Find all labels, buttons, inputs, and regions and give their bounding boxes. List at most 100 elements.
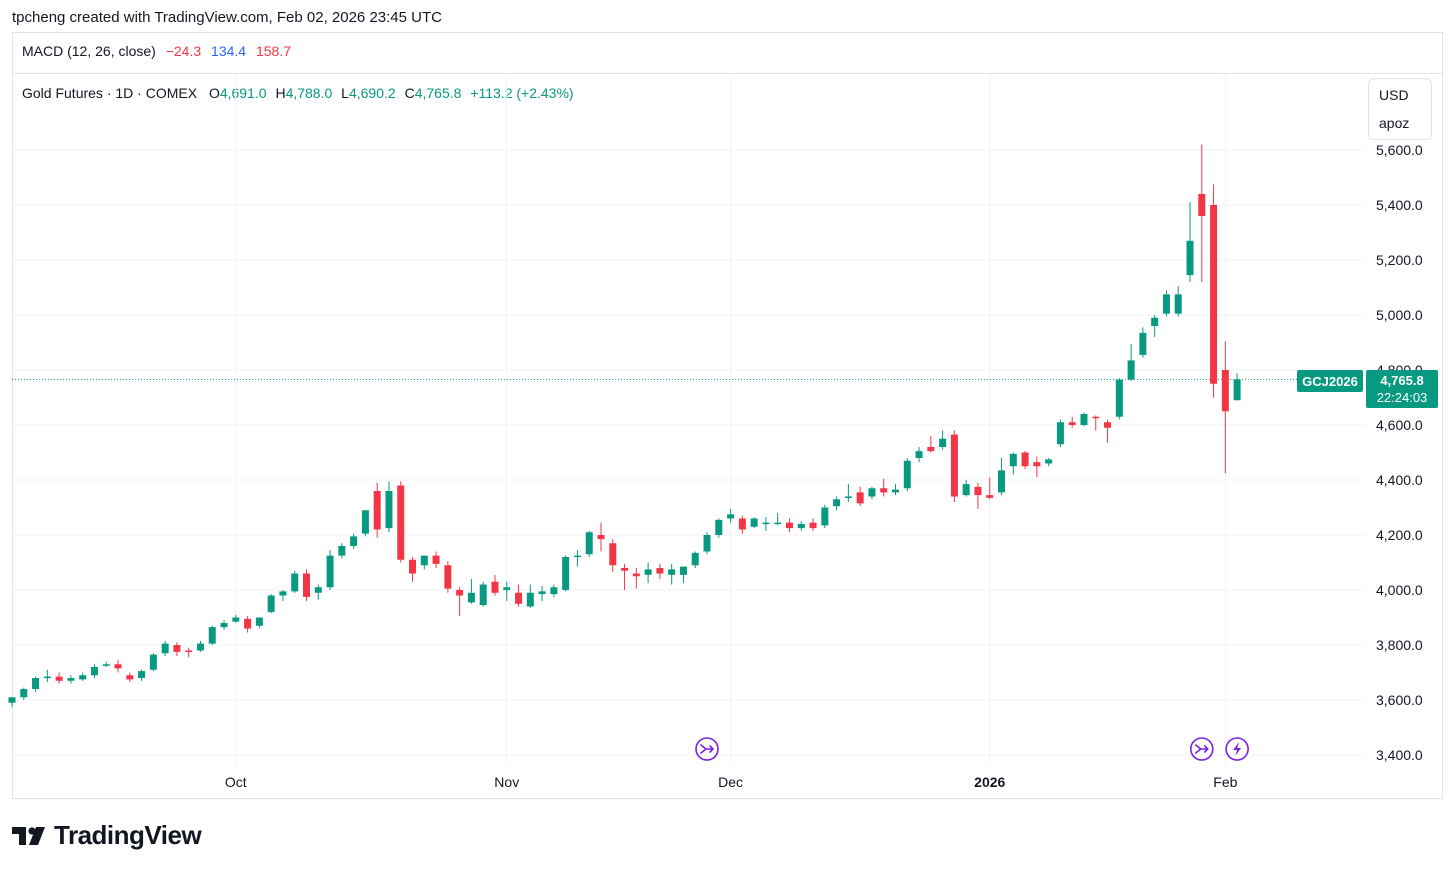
candle-body [538,591,546,595]
price-scale-settings[interactable]: USD apoz [1368,78,1432,140]
candle-body [715,519,723,535]
candle [303,569,310,601]
candle [609,539,617,573]
candle [679,566,687,584]
user-label: apoz [1379,115,1410,131]
split-arrow-icon[interactable] [695,737,719,761]
candle-body [1174,294,1182,314]
x-tick-label: Feb [1213,774,1237,790]
candle [397,481,405,563]
candle-body [1162,294,1170,314]
candle [833,496,841,511]
candle-body [515,592,523,604]
candle-body [456,590,464,596]
candle [939,430,947,450]
candle [244,616,252,633]
price-axis[interactable]: 3,400.0 3,600.0 3,800.0 4,000.0 4,200.0 4,400… [1376,142,1423,763]
candle-body [998,470,1006,493]
candle [79,672,87,681]
open-label: O [208,85,220,101]
price-tag-value: 4,765.8 [1380,373,1423,388]
candle [1080,412,1088,427]
candle [1174,286,1182,317]
countdown-value: 22:24:03 [1377,390,1428,405]
candle-body [173,645,181,652]
lightning-icon[interactable] [1225,737,1249,761]
candle [809,518,817,531]
candle-body [1045,459,1053,464]
y-tick-label: 5,000.0 [1376,307,1423,323]
x-tick-label: Oct [225,774,247,790]
candle [126,672,134,683]
candle [986,477,994,500]
split-arrow-icon[interactable] [1189,737,1214,761]
candle [55,672,63,684]
candle [797,521,805,531]
pane-separator[interactable] [12,73,1443,74]
change-value: +113.2 (+2.43%) [470,85,574,101]
candle [102,661,110,667]
symbol-legend[interactable]: Gold Futures · 1D · COMEX O4,691.0 H4,78… [22,85,574,101]
candle [868,486,876,500]
candle-body [420,555,428,566]
candle-body [727,514,735,519]
candle [20,687,28,700]
candle-body [609,543,617,566]
candle [762,517,770,531]
candle [621,563,629,590]
candle [138,669,146,681]
ticker-tag-bg [1297,370,1363,392]
candle-body [562,557,570,590]
candle-body [1233,379,1241,401]
candle [703,532,711,555]
candle [515,584,523,607]
candle [1104,419,1112,443]
tradingview-logo-icon [12,826,45,845]
candle [950,430,958,502]
y-tick-label: 5,200.0 [1376,252,1423,268]
candle [208,625,216,645]
candle [998,458,1006,496]
candle-body [844,496,852,498]
candle-body [785,522,793,529]
candle-body [1009,453,1017,467]
y-tick-label: 4,000.0 [1376,582,1423,598]
candle-body [32,678,40,689]
candle [1021,451,1029,469]
chart-caption: tpcheng created with TradingView.com, Fe… [12,9,442,26]
candle [1127,343,1135,381]
candle [8,697,16,707]
candle-body [679,566,687,575]
y-tick-label: 3,800.0 [1376,637,1423,653]
candle-body [974,486,982,496]
event-markers[interactable] [695,737,1249,761]
candle [326,550,334,590]
candle-body [632,573,640,577]
tradingview-brand: TradingView [54,820,202,850]
split-arrow-glyph [1194,744,1209,754]
candle [373,482,381,538]
candle-body [8,697,16,703]
candle [974,482,982,509]
candle-body [892,489,899,493]
candle [715,518,723,538]
candle [1210,184,1218,398]
candle-body [1115,379,1123,417]
candle-body [797,524,805,529]
candle [668,563,676,585]
candle [903,458,911,491]
candle-body [291,573,299,592]
currency-label[interactable]: USD [1379,87,1409,103]
candle-body [338,546,346,556]
candle-body [1210,205,1218,384]
macd-legend[interactable]: MACD (12, 26, close) −24.3 134.4 158.7 [22,43,291,59]
candle [149,653,157,672]
candle-body [821,507,829,526]
time-axis[interactable]: Oct Nov Dec 2026 Feb [225,774,1238,790]
candle-body [244,618,252,629]
macd-label: MACD (12, 26, close) [22,43,156,59]
candle [232,614,240,623]
tradingview-logo[interactable]: TradingView [12,820,202,851]
candle-body [161,643,169,654]
